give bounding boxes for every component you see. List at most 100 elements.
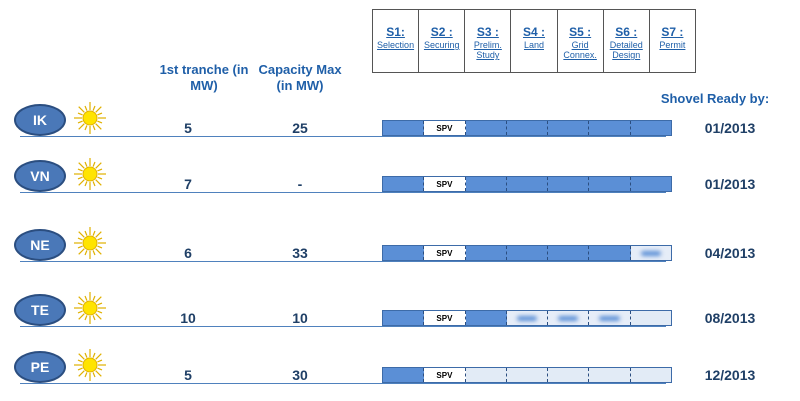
stage-segment: [589, 311, 631, 325]
project-row: PE 5 30 SPV 12/2013: [0, 347, 800, 387]
capacity-value: 25: [292, 120, 308, 136]
stage-segment: [465, 177, 507, 191]
stage-code: S7 :: [661, 25, 684, 39]
progress-bar: SPV: [382, 310, 672, 326]
stage-header-cell[interactable]: S1: Selection: [373, 10, 420, 72]
stage-segment: [630, 311, 671, 325]
capacity-value: 10: [292, 310, 308, 326]
stage-header-cell[interactable]: S5 : Grid Connex.: [558, 10, 604, 72]
project-row: IK 5 25 SPV 01/2013: [0, 100, 800, 140]
stage-segment: [465, 368, 507, 382]
capacity-value: 30: [292, 367, 308, 383]
stage-segment: [506, 368, 549, 382]
tranche-value: 10: [180, 310, 196, 326]
stage-header-cell[interactable]: S2 : Securing: [419, 10, 466, 72]
shovel-ready-date: 12/2013: [704, 367, 756, 383]
stage-segment: [548, 246, 590, 260]
shovel-ready-date: 04/2013: [704, 245, 756, 261]
sun-icon: [74, 227, 106, 259]
stage-segment: [630, 121, 671, 135]
stage-name: Permit: [659, 40, 686, 50]
shovel-ready-date: 08/2013: [704, 310, 756, 326]
sun-icon: [74, 349, 106, 381]
capacity-value: -: [297, 176, 303, 192]
stage-segment: SPV: [424, 121, 466, 135]
stage-name: Securing: [423, 40, 460, 50]
progress-bar: SPV: [382, 120, 672, 136]
stage-name: Prelim. Study: [473, 40, 502, 60]
stage-segment: [630, 246, 671, 260]
stage-segment: [465, 311, 507, 325]
stage-segment: SPV: [424, 311, 466, 325]
stage-header-cell[interactable]: S4 : Land: [511, 10, 558, 72]
tranche-header: 1st tranche (in MW): [159, 62, 249, 93]
stage-segment: [589, 246, 631, 260]
capacity-header: Capacity Max (in MW): [258, 62, 342, 93]
tranche-value: 5: [184, 367, 192, 383]
stage-code: S5 :: [569, 25, 592, 39]
stage-code: S6 :: [615, 25, 638, 39]
project-row: NE 6 33 SPV 04/2013: [0, 225, 800, 265]
stage-segment: [589, 121, 631, 135]
stage-code: S4 :: [522, 25, 545, 39]
stage-header-cell[interactable]: S3 : Prelim. Study: [465, 10, 512, 72]
stage-name: Grid Connex.: [563, 40, 597, 60]
sun-icon: [74, 292, 106, 324]
stage-segment: [383, 246, 425, 260]
stage-segment: [589, 177, 631, 191]
stage-segment: [548, 121, 590, 135]
stage-segment: [465, 121, 507, 135]
stage-segment: [506, 246, 549, 260]
stage-segment: SPV: [424, 368, 466, 382]
project-code-badge: VN: [14, 160, 66, 192]
project-row: VN 7 - SPV 01/2013: [0, 156, 800, 196]
progress-bar: SPV: [382, 245, 672, 261]
progress-bar: SPV: [382, 367, 672, 383]
stage-segment: [548, 177, 590, 191]
sun-icon: [74, 102, 106, 134]
row-divider: [20, 136, 666, 137]
stage-segment: [548, 311, 590, 325]
progress-bar: SPV: [382, 176, 672, 192]
stage-header-cell[interactable]: S7 : Permit: [650, 10, 695, 72]
stage-segment: [630, 177, 671, 191]
row-divider: [20, 192, 666, 193]
stage-name: Selection: [377, 40, 415, 50]
stage-name: Land: [523, 40, 544, 50]
stage-name: Detailed Design: [609, 40, 643, 60]
stage-segment: [383, 368, 425, 382]
stage-code: S1:: [386, 25, 405, 39]
tranche-value: 5: [184, 120, 192, 136]
capacity-value: 33: [292, 245, 308, 261]
stage-segment: [383, 121, 425, 135]
stage-segment: [465, 246, 507, 260]
shovel-ready-header: Shovel Ready by:: [660, 91, 770, 106]
stage-segment: [506, 177, 549, 191]
row-divider: [20, 326, 666, 327]
stage-header: S1: Selection S2 : Securing S3 : Prelim. Stud…: [372, 9, 696, 73]
project-row: TE 10 10 SPV 08/2013: [0, 290, 800, 330]
project-code-badge: NE: [14, 229, 66, 261]
row-divider: [20, 383, 666, 384]
stage-segment: SPV: [424, 246, 466, 260]
stage-segment: [630, 368, 671, 382]
stage-segment: SPV: [424, 177, 466, 191]
stage-segment: [506, 121, 549, 135]
project-code-badge: PE: [14, 351, 66, 383]
stage-segment: [383, 311, 425, 325]
shovel-ready-date: 01/2013: [704, 120, 756, 136]
shovel-ready-date: 01/2013: [704, 176, 756, 192]
stage-segment: [589, 368, 631, 382]
project-code-badge: IK: [14, 104, 66, 136]
stage-code: S3 :: [476, 25, 499, 39]
tranche-value: 6: [184, 245, 192, 261]
stage-code: S2 :: [430, 25, 453, 39]
stage-segment: [548, 368, 590, 382]
stage-segment: [506, 311, 549, 325]
row-divider: [20, 261, 666, 262]
stage-header-cell[interactable]: S6 : Detailed Design: [604, 10, 650, 72]
sun-icon: [74, 158, 106, 190]
tranche-value: 7: [184, 176, 192, 192]
stage-segment: [383, 177, 425, 191]
project-code-badge: TE: [14, 294, 66, 326]
